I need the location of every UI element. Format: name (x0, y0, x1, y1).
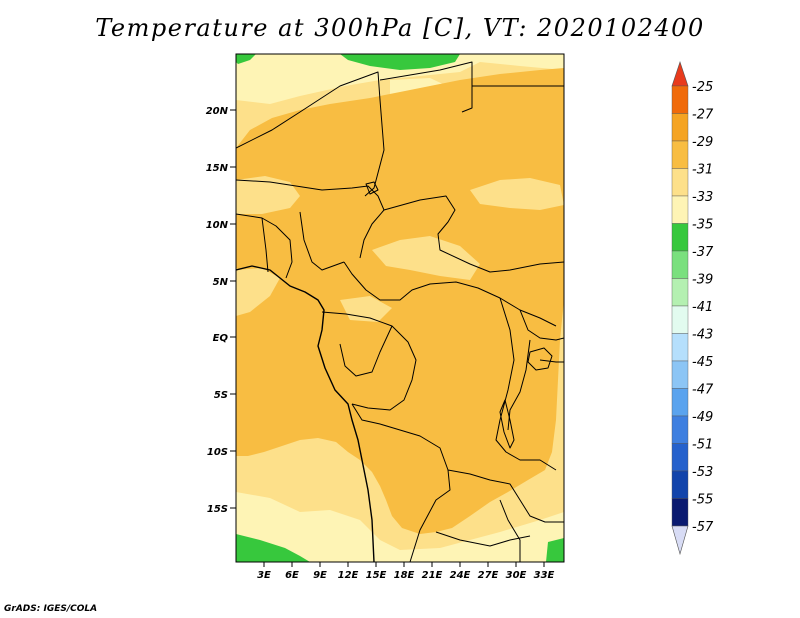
colorbar-label-10: -45 (692, 355, 713, 370)
y-tick-label-10S: 10S (207, 447, 228, 458)
field-patch-33-31-e (236, 268, 280, 316)
borders (236, 61, 564, 562)
y-tick-label-5N: 5N (213, 277, 229, 288)
colorbar-seg-3 (671, 168, 689, 197)
y-tick-label-10N: 10N (206, 220, 229, 231)
field-band-37-35-north (340, 54, 460, 70)
colorbar-seg-9 (671, 333, 689, 362)
field-patch-33-31-a (372, 236, 480, 280)
colorbar: -25 -27 -29 -31 -33 -35 -37 -39 -41 -43 … (671, 61, 714, 556)
y-tick-label-15S: 15S (207, 504, 228, 515)
footer-credit: GrADS: IGES/COLA (4, 604, 98, 614)
x-tick-label-3E: 3E (257, 570, 271, 581)
colorbar-label-4: -33 (692, 190, 713, 205)
colorbar-bottom-arrow (671, 525, 689, 556)
colorbar-seg-14 (671, 470, 689, 499)
colorbar-label-1: -27 (692, 108, 714, 123)
colorbar-label-0: -25 (692, 80, 713, 95)
colorbar-label-13: -51 (692, 438, 713, 453)
colorbar-label-9: -43 (692, 328, 713, 343)
border-congo (321, 311, 417, 411)
y-tick-label-20N: 20N (206, 106, 229, 117)
x-tick-label-18E: 18E (394, 570, 415, 581)
colorbar-label-15: -55 (692, 493, 713, 508)
colorbar-seg-15 (671, 498, 689, 527)
colorbar-seg-0 (671, 85, 689, 114)
field-patch-33-31-f (236, 462, 345, 500)
colorbar-label-12: -49 (692, 410, 713, 425)
colorbar-label-2: -29 (692, 135, 713, 150)
x-axis: 3E 6E 9E 12E 15E 18E 21E 24E 27E 30E 33E (257, 562, 555, 581)
colorbar-seg-8 (671, 305, 689, 334)
field-band-37-35-se (546, 538, 564, 562)
colorbar-label-8: -41 (692, 300, 713, 315)
colorbar-seg-4 (671, 195, 689, 224)
colorbar-seg-2 (671, 140, 689, 169)
x-tick-label-6E: 6E (285, 570, 299, 581)
field-band-35-33-north (236, 54, 564, 104)
x-tick-label-27E: 27E (478, 570, 499, 581)
map-frame (235, 53, 565, 563)
colorbar-seg-13 (671, 443, 689, 472)
lake-tanganyika (499, 399, 515, 449)
y-axis: 20N 15N 10N 5N EQ 5S 10S 15S (206, 106, 236, 515)
x-tick-label-30E: 30E (506, 570, 527, 581)
field-band-37-35-nw (236, 54, 256, 64)
border-sahara-north (236, 61, 564, 197)
y-tick-label-15N: 15N (206, 163, 229, 174)
x-tick-label-33E: 33E (534, 570, 555, 581)
temperature-field (236, 54, 564, 562)
x-tick-label-12E: 12E (338, 570, 359, 581)
y-tick-label-EQ: EQ (213, 333, 229, 344)
x-tick-label-15E: 15E (366, 570, 387, 581)
colorbar-seg-1 (671, 113, 689, 142)
x-tick-label-21E: 21E (422, 570, 443, 581)
border-west-africa (236, 211, 345, 279)
colorbar-seg-12 (671, 415, 689, 444)
coastline-west (236, 265, 375, 562)
colorbar-label-3: -31 (692, 163, 713, 178)
colorbar-seg-7 (671, 278, 689, 307)
field-band-35-33-south (236, 485, 564, 562)
colorbar-seg-5 (671, 223, 689, 252)
field-band-31-29 (236, 68, 564, 534)
colorbar-seg-11 (671, 388, 689, 417)
y-tick-label-5S: 5S (214, 390, 228, 401)
colorbar-seg-6 (671, 250, 689, 279)
colorbar-seg-10 (671, 360, 689, 389)
chart-title: Temperature at 300hPa [C], VT: 202010240… (95, 14, 705, 42)
field-patch-33-31-b (470, 178, 564, 210)
lake-chad (365, 181, 379, 195)
colorbar-label-7: -39 (692, 273, 713, 288)
border-angola-zambia (351, 403, 564, 562)
colorbar-label-11: -47 (692, 383, 714, 398)
colorbar-label-5: -35 (692, 218, 713, 233)
colorbar-label-14: -53 (692, 465, 713, 480)
lake-victoria (527, 347, 553, 371)
colorbar-label-6: -37 (692, 245, 714, 260)
field-band-37-35-sw (236, 534, 310, 562)
colorbar-top-arrow (671, 61, 689, 87)
colorbar-label-16: -57 (692, 520, 714, 535)
border-southern (435, 499, 531, 562)
x-tick-label-24E: 24E (450, 570, 471, 581)
border-drc-east (495, 297, 557, 471)
x-tick-label-9E: 9E (313, 570, 327, 581)
border-sahel (236, 179, 564, 273)
field-patch-33-31-c (236, 176, 300, 214)
